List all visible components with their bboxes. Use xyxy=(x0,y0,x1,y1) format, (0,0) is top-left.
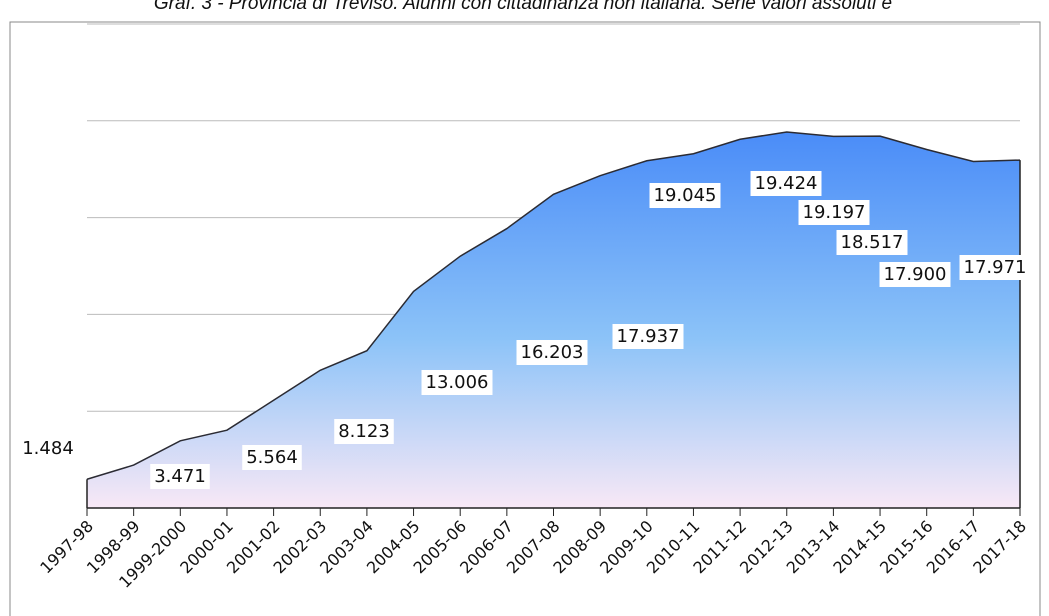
data-label: 18.517 xyxy=(841,232,904,253)
data-label: 17.937 xyxy=(617,326,680,347)
data-label-group: 8.123 xyxy=(334,419,394,444)
data-label: 16.203 xyxy=(521,342,584,363)
area-line xyxy=(86,131,1021,480)
data-label-bg xyxy=(18,436,78,461)
data-label-group: 19.045 xyxy=(649,183,721,208)
data-label: 19.045 xyxy=(654,185,717,206)
data-label-bg xyxy=(242,445,302,470)
data-label-group: 3.471 xyxy=(150,464,210,489)
chart-frame xyxy=(9,21,1041,616)
data-label: 3.471 xyxy=(154,466,206,487)
data-label-group: 18.517 xyxy=(836,230,908,255)
data-label-group: 5.564 xyxy=(242,445,302,470)
data-label: 19.424 xyxy=(755,173,818,194)
data-label-bg xyxy=(836,230,908,255)
data-label: 8.123 xyxy=(338,421,390,442)
data-label-bg xyxy=(516,340,588,365)
data-label: 13.006 xyxy=(426,372,489,393)
data-label-bg xyxy=(612,324,684,349)
data-label-group: 1.484 xyxy=(18,436,78,461)
data-label-bg xyxy=(750,171,822,196)
data-label: 17.900 xyxy=(884,264,947,285)
data-label-bg xyxy=(150,464,210,489)
data-label-bg xyxy=(649,183,721,208)
data-label: 1.484 xyxy=(22,438,74,459)
data-label: 5.564 xyxy=(246,447,298,468)
data-label: 17.971 xyxy=(964,257,1027,278)
area xyxy=(87,131,1020,508)
data-label-bg xyxy=(879,262,951,287)
data-label-bg xyxy=(959,255,1031,280)
data-label-group: 17.971 xyxy=(959,255,1031,280)
data-label-group: 13.006 xyxy=(421,370,493,395)
data-label-bg xyxy=(421,370,493,395)
data-label: 19.197 xyxy=(803,202,866,223)
chart-title: Graf. 3 - Provincia di Treviso. Alunni c… xyxy=(154,0,892,14)
data-label-bg xyxy=(798,200,870,225)
data-label-group: 17.937 xyxy=(612,324,684,349)
data-label-group: 19.424 xyxy=(750,171,822,196)
data-label-bg xyxy=(334,419,394,444)
data-label-group: 19.197 xyxy=(798,200,870,225)
data-label-group: 16.203 xyxy=(516,340,588,365)
data-label-group: 17.900 xyxy=(879,262,951,287)
